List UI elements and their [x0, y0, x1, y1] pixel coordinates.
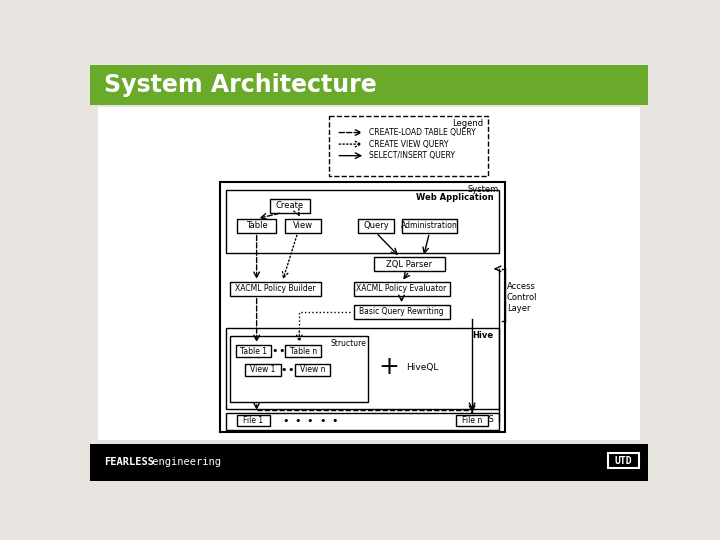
Text: System Architecture: System Architecture [104, 73, 377, 97]
Text: engineering: engineering [145, 457, 221, 467]
Text: Query: Query [363, 221, 389, 230]
Bar [226, 413, 499, 430]
Bar [220, 182, 505, 432]
Text: •: • [294, 416, 301, 426]
Text: Table n: Table n [289, 347, 317, 356]
Text: •: • [319, 416, 325, 426]
Text: Basic Query Rewriting: Basic Query Rewriting [359, 307, 444, 316]
Text: HDFS: HDFS [471, 415, 494, 424]
Text: HiveQL: HiveQL [406, 363, 438, 372]
Bar [329, 116, 487, 176]
Text: XACML Policy Evaluator: XACML Policy Evaluator [356, 285, 446, 293]
Bar [354, 305, 449, 319]
Text: Table: Table [246, 221, 268, 230]
Text: •: • [281, 364, 287, 375]
Bar [98, 107, 640, 440]
Bar [456, 415, 488, 426]
Bar [238, 415, 270, 426]
Bar [294, 363, 330, 376]
Text: View n: View n [300, 365, 325, 374]
Text: Web Application: Web Application [416, 193, 494, 202]
Text: •: • [332, 416, 338, 426]
Text: UTD: UTD [614, 456, 632, 465]
Text: +: + [378, 355, 399, 380]
Text: View 1: View 1 [250, 365, 276, 374]
Text: File n: File n [462, 416, 482, 425]
Bar [235, 345, 271, 357]
Text: CREATE VIEW QUERY: CREATE VIEW QUERY [369, 140, 449, 149]
Text: Administration: Administration [401, 221, 458, 230]
Text: CREATE-LOAD TABLE QUERY: CREATE-LOAD TABLE QUERY [369, 128, 476, 137]
Text: •: • [278, 346, 284, 356]
Text: Structure: Structure [330, 339, 366, 348]
Text: System: System [468, 185, 499, 194]
Bar [230, 282, 321, 296]
Bar [374, 257, 445, 271]
Bar [608, 453, 639, 468]
Bar [245, 363, 281, 376]
Text: •: • [271, 346, 278, 356]
Bar [285, 345, 321, 357]
Text: •: • [307, 416, 313, 426]
Text: View: View [293, 221, 313, 230]
Bar [354, 282, 449, 296]
Bar [358, 219, 394, 233]
Bar [90, 444, 648, 481]
Bar [285, 219, 321, 233]
Text: Hive: Hive [472, 331, 494, 340]
Text: Create: Create [276, 201, 304, 210]
Text: FEARLESS: FEARLESS [104, 457, 154, 467]
Text: Control: Control [507, 293, 537, 302]
Text: Table 1: Table 1 [240, 347, 267, 356]
Text: Access: Access [507, 282, 536, 291]
Bar [238, 219, 276, 233]
Text: SELECT/INSERT QUERY: SELECT/INSERT QUERY [369, 151, 455, 160]
Bar [402, 219, 457, 233]
Text: •: • [282, 416, 289, 426]
Text: Layer: Layer [507, 303, 531, 313]
Text: XACML Policy Builder: XACML Policy Builder [235, 285, 315, 293]
Bar [270, 199, 310, 213]
Bar [226, 190, 499, 253]
Bar [226, 328, 499, 409]
Text: File 1: File 1 [243, 416, 264, 425]
Bar [230, 336, 368, 402]
Text: •: • [287, 364, 294, 375]
Bar [90, 65, 648, 105]
Text: ZQL Parser: ZQL Parser [386, 260, 433, 269]
Text: Legend: Legend [452, 119, 483, 127]
